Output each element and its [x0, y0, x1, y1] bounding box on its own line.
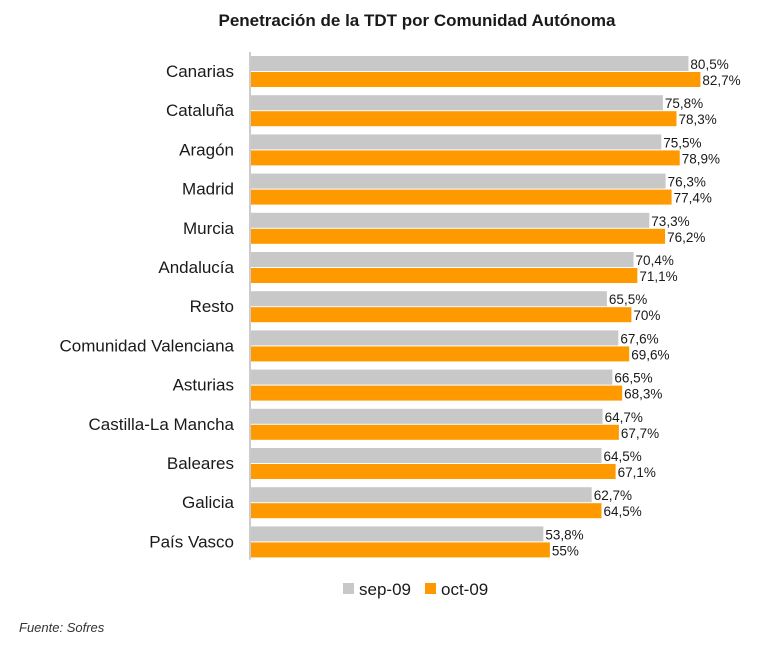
category-label: Galicia	[182, 493, 235, 512]
value-label-sep-09: 66,5%	[614, 371, 652, 386]
legend-swatch-oct-09	[425, 583, 436, 594]
bar-sep-09	[251, 330, 619, 346]
value-label-sep-09: 64,7%	[605, 410, 643, 425]
bar-oct-09	[251, 268, 638, 283]
category-label: Aragón	[179, 140, 234, 159]
value-label-oct-09: 68,3%	[624, 387, 662, 402]
value-label-oct-09: 78,3%	[678, 112, 716, 127]
value-label-sep-09: 53,8%	[545, 527, 583, 542]
category-label: País Vasco	[149, 532, 234, 551]
value-label-sep-09: 80,5%	[690, 57, 728, 72]
value-label-oct-09: 82,7%	[702, 73, 740, 88]
value-label-sep-09: 76,3%	[668, 175, 706, 190]
value-label-oct-09: 55%	[552, 543, 579, 558]
value-label-sep-09: 75,5%	[663, 135, 701, 150]
category-label: Madrid	[182, 180, 234, 199]
bar-oct-09	[251, 111, 677, 127]
bar-oct-09	[251, 150, 680, 166]
value-label-sep-09: 62,7%	[594, 488, 632, 503]
bar-oct-09	[251, 72, 701, 87]
value-label-oct-09: 67,7%	[621, 426, 659, 441]
bar-sep-09	[251, 212, 650, 228]
value-label-oct-09: 69,6%	[631, 347, 669, 362]
bar-sep-09	[251, 526, 544, 542]
value-label-oct-09: 76,2%	[667, 230, 705, 245]
bar-sep-09	[251, 291, 607, 307]
category-label: Asturias	[173, 376, 234, 395]
value-label-oct-09: 70%	[633, 308, 660, 323]
bar-oct-09	[251, 189, 672, 205]
legend-label-sep-09: sep-09	[359, 580, 411, 599]
source-note: Fuente: Sofres	[19, 620, 105, 635]
bar-oct-09	[251, 346, 630, 362]
category-label: Resto	[190, 297, 234, 316]
bar-oct-09	[251, 542, 550, 558]
value-label-sep-09: 64,5%	[603, 449, 641, 464]
bar-sep-09	[251, 448, 602, 463]
bar-sep-09	[251, 56, 689, 71]
bar-sep-09	[251, 408, 603, 424]
legend-label-oct-09: oct-09	[441, 580, 488, 599]
value-label-oct-09: 67,1%	[618, 465, 656, 480]
category-label: Baleares	[167, 454, 234, 473]
category-label: Castilla-La Mancha	[88, 415, 234, 434]
bar-oct-09	[251, 424, 619, 440]
legend: sep-09 oct-09	[343, 580, 488, 599]
value-label-oct-09: 64,5%	[603, 504, 641, 519]
bar-oct-09	[251, 385, 623, 401]
category-label: Murcia	[183, 219, 235, 238]
value-label-oct-09: 71,1%	[639, 269, 677, 284]
category-label: Andalucía	[158, 258, 234, 277]
bar-oct-09	[251, 464, 616, 479]
value-label-sep-09: 65,5%	[609, 292, 647, 307]
bar-sep-09	[251, 369, 613, 385]
chart-title: Penetración de la TDT por Comunidad Autó…	[218, 11, 616, 30]
bar-sep-09	[251, 252, 634, 267]
legend-swatch-sep-09	[343, 583, 354, 594]
category-label: Cataluña	[166, 101, 235, 120]
value-label-sep-09: 70,4%	[636, 253, 674, 268]
bar-oct-09	[251, 503, 602, 519]
bar-oct-09	[251, 228, 666, 244]
value-label-sep-09: 73,3%	[651, 214, 689, 229]
bar-sep-09	[251, 487, 592, 503]
bar-sep-09	[251, 173, 666, 189]
value-label-sep-09: 67,6%	[620, 331, 658, 346]
bar-sep-09	[251, 134, 662, 150]
bar-sep-09	[251, 95, 663, 111]
value-label-oct-09: 77,4%	[674, 191, 712, 206]
value-label-sep-09: 75,8%	[665, 96, 703, 111]
category-label: Canarias	[166, 62, 234, 81]
plot-area: Canarias 80,5%82,7% Cataluña 75,8%78,3% Arag…	[59, 52, 741, 560]
category-label: Comunidad Valenciana	[59, 336, 234, 355]
bar-oct-09	[251, 307, 632, 323]
value-label-oct-09: 78,9%	[682, 151, 720, 166]
